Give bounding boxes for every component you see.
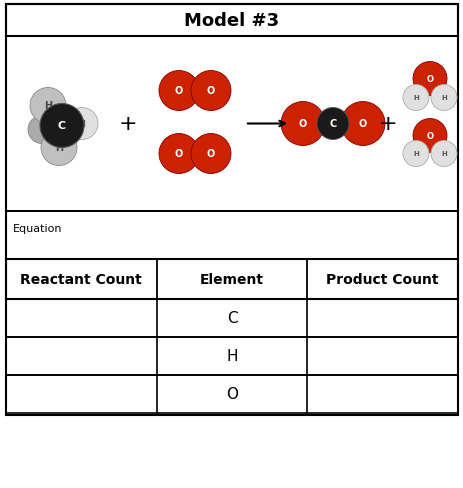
Circle shape	[430, 141, 456, 167]
Circle shape	[191, 71, 231, 111]
Circle shape	[66, 108, 98, 140]
Circle shape	[159, 71, 199, 111]
Text: H: H	[440, 151, 446, 157]
Text: H: H	[440, 95, 446, 102]
Bar	[6, 212, 457, 260]
Text: O: O	[175, 86, 183, 96]
Text: O: O	[425, 132, 432, 141]
Text: +: +	[119, 114, 137, 134]
Bar	[6, 299, 457, 337]
Circle shape	[30, 88, 66, 124]
Text: O: O	[298, 119, 307, 129]
Text: O: O	[225, 386, 238, 402]
Text: Reactant Count: Reactant Count	[20, 272, 142, 286]
Bar	[6, 5, 457, 37]
Circle shape	[340, 102, 384, 146]
Text: O: O	[358, 119, 366, 129]
Circle shape	[40, 104, 84, 148]
Text: Equation: Equation	[13, 224, 63, 233]
Text: C: C	[58, 121, 66, 131]
Bar	[6, 375, 457, 413]
Bar	[6, 5, 457, 415]
Circle shape	[412, 62, 446, 96]
Text: H: H	[78, 120, 85, 129]
Text: H: H	[412, 151, 418, 157]
Text: H: H	[44, 102, 52, 111]
Text: O: O	[206, 86, 215, 96]
Text: C: C	[226, 311, 237, 326]
Circle shape	[191, 134, 231, 174]
Bar	[6, 37, 457, 212]
Bar	[6, 337, 457, 375]
Text: H: H	[55, 143, 63, 153]
Text: Element: Element	[200, 272, 263, 286]
Text: Product Count: Product Count	[325, 272, 438, 286]
Text: C: C	[329, 119, 336, 129]
Circle shape	[402, 85, 428, 111]
Text: O: O	[425, 75, 432, 84]
Circle shape	[28, 116, 56, 144]
Circle shape	[281, 102, 324, 146]
Circle shape	[412, 119, 446, 153]
Text: O: O	[175, 149, 183, 159]
Text: H: H	[39, 127, 45, 133]
Text: Model #3: Model #3	[184, 12, 279, 30]
Circle shape	[430, 85, 456, 111]
Circle shape	[159, 134, 199, 174]
Circle shape	[316, 108, 348, 140]
Text: O: O	[206, 149, 215, 159]
Text: +: +	[378, 114, 396, 134]
Circle shape	[41, 130, 77, 166]
Text: H: H	[226, 349, 237, 364]
Bar	[6, 260, 457, 299]
Text: H: H	[412, 95, 418, 102]
Circle shape	[402, 141, 428, 167]
